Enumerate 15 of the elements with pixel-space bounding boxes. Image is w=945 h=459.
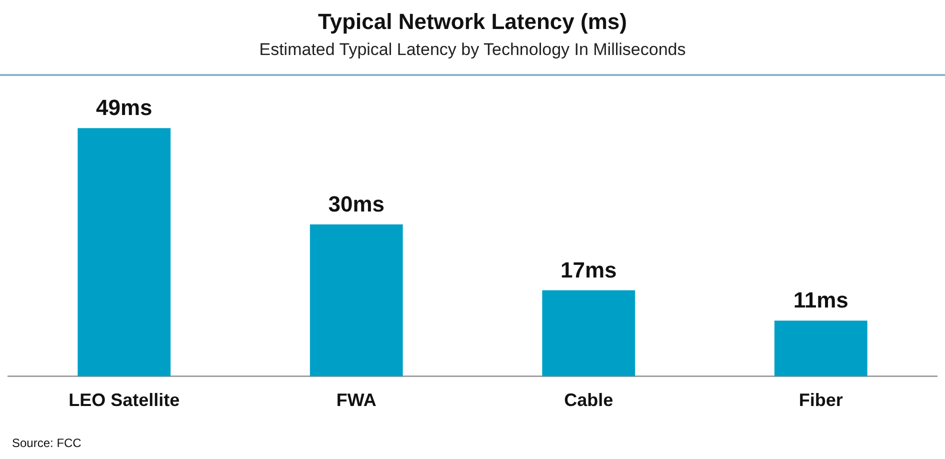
bar bbox=[774, 320, 868, 376]
x-tick-label: FWA bbox=[336, 390, 376, 410]
x-tick-label: Fiber bbox=[798, 390, 843, 410]
bar bbox=[542, 290, 636, 376]
x-tick-label: LEO Satellite bbox=[68, 390, 180, 410]
source-note: Source: FCC bbox=[12, 436, 82, 450]
bar bbox=[78, 128, 171, 376]
data-label: 49ms bbox=[96, 95, 152, 120]
x-tick-label: Cable bbox=[564, 390, 614, 410]
data-label: 11ms bbox=[793, 288, 848, 313]
data-label: 30ms bbox=[328, 191, 385, 216]
chart-title: Typical Network Latency (ms) bbox=[317, 8, 628, 35]
data-label: 17ms bbox=[560, 257, 617, 282]
bar bbox=[310, 224, 403, 376]
chart-subtitle: Estimated Typical Latency by Technology In Milliseconds bbox=[258, 39, 687, 60]
